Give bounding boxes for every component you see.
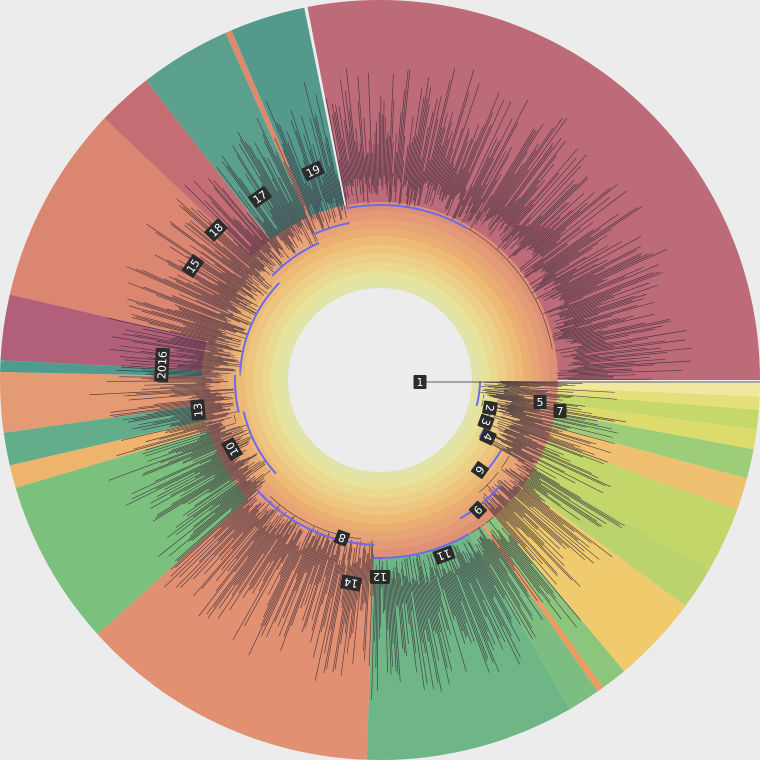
svg-text:8: 8 xyxy=(337,530,348,545)
branch-set-c6b xyxy=(492,411,615,463)
svg-text:10: 10 xyxy=(223,439,241,458)
clade-sector-c13b xyxy=(3,400,239,466)
clade-sector-c18b xyxy=(104,80,288,277)
branch-set-c11 xyxy=(485,516,581,628)
lineage-path xyxy=(346,204,468,230)
node-label-2016: 2016 xyxy=(154,347,170,383)
branch-set-c12b xyxy=(470,526,543,640)
lineage-path xyxy=(256,489,375,546)
clade-sector-c13 xyxy=(0,372,237,433)
node-label-4: 4 xyxy=(479,428,497,446)
node-label-3: 3 xyxy=(477,413,495,431)
time-rings xyxy=(202,202,558,558)
lineage-path xyxy=(242,411,277,475)
node-label-11: 11 xyxy=(432,545,456,565)
clade-sector-c18 xyxy=(146,32,319,262)
lineage-path xyxy=(234,374,240,413)
svg-text:4: 4 xyxy=(480,431,495,443)
node-label-8: 8 xyxy=(333,529,351,547)
branch-set-c14 xyxy=(163,492,374,681)
node-label-5: 5 xyxy=(533,395,547,409)
lineage-path xyxy=(271,242,320,277)
node-label-6: 6 xyxy=(470,461,490,479)
node-label-1: 1 xyxy=(413,375,427,389)
branch-set-c9 xyxy=(478,471,613,587)
svg-text:11: 11 xyxy=(435,546,453,563)
branch-set-c19 xyxy=(325,68,693,380)
branch-set-c9b xyxy=(500,456,625,529)
clade-sector-c10o xyxy=(9,413,237,488)
lineage-path xyxy=(239,282,281,373)
svg-text:2016: 2016 xyxy=(155,351,169,380)
svg-text:1: 1 xyxy=(417,376,424,389)
center-hole xyxy=(288,288,472,472)
node-label-12: 12 xyxy=(370,570,390,584)
node-label-7: 7 xyxy=(553,404,567,418)
svg-text:3: 3 xyxy=(478,416,493,427)
svg-text:14: 14 xyxy=(343,575,359,590)
lineage-path xyxy=(314,221,350,235)
clade-sector-c12b xyxy=(469,525,598,710)
svg-text:5: 5 xyxy=(537,396,544,409)
svg-text:12: 12 xyxy=(373,570,387,583)
node-label-19: 19 xyxy=(301,160,325,182)
node-label-10: 10 xyxy=(221,437,243,461)
svg-text:19: 19 xyxy=(304,163,322,181)
branch-set-c11o xyxy=(482,523,538,602)
svg-text:13: 13 xyxy=(191,402,205,417)
clade-sector-c2016 xyxy=(0,294,244,373)
node-label-14: 14 xyxy=(340,574,362,592)
node-label-9: 9 xyxy=(468,500,488,520)
node-label-13: 13 xyxy=(190,399,206,421)
lineage-path xyxy=(373,533,470,559)
node-label-2: 2 xyxy=(482,400,498,416)
clade-sector-c17 xyxy=(231,7,349,233)
svg-text:7: 7 xyxy=(557,405,564,418)
branch-set-c10o xyxy=(116,414,237,456)
svg-text:2: 2 xyxy=(482,403,496,412)
